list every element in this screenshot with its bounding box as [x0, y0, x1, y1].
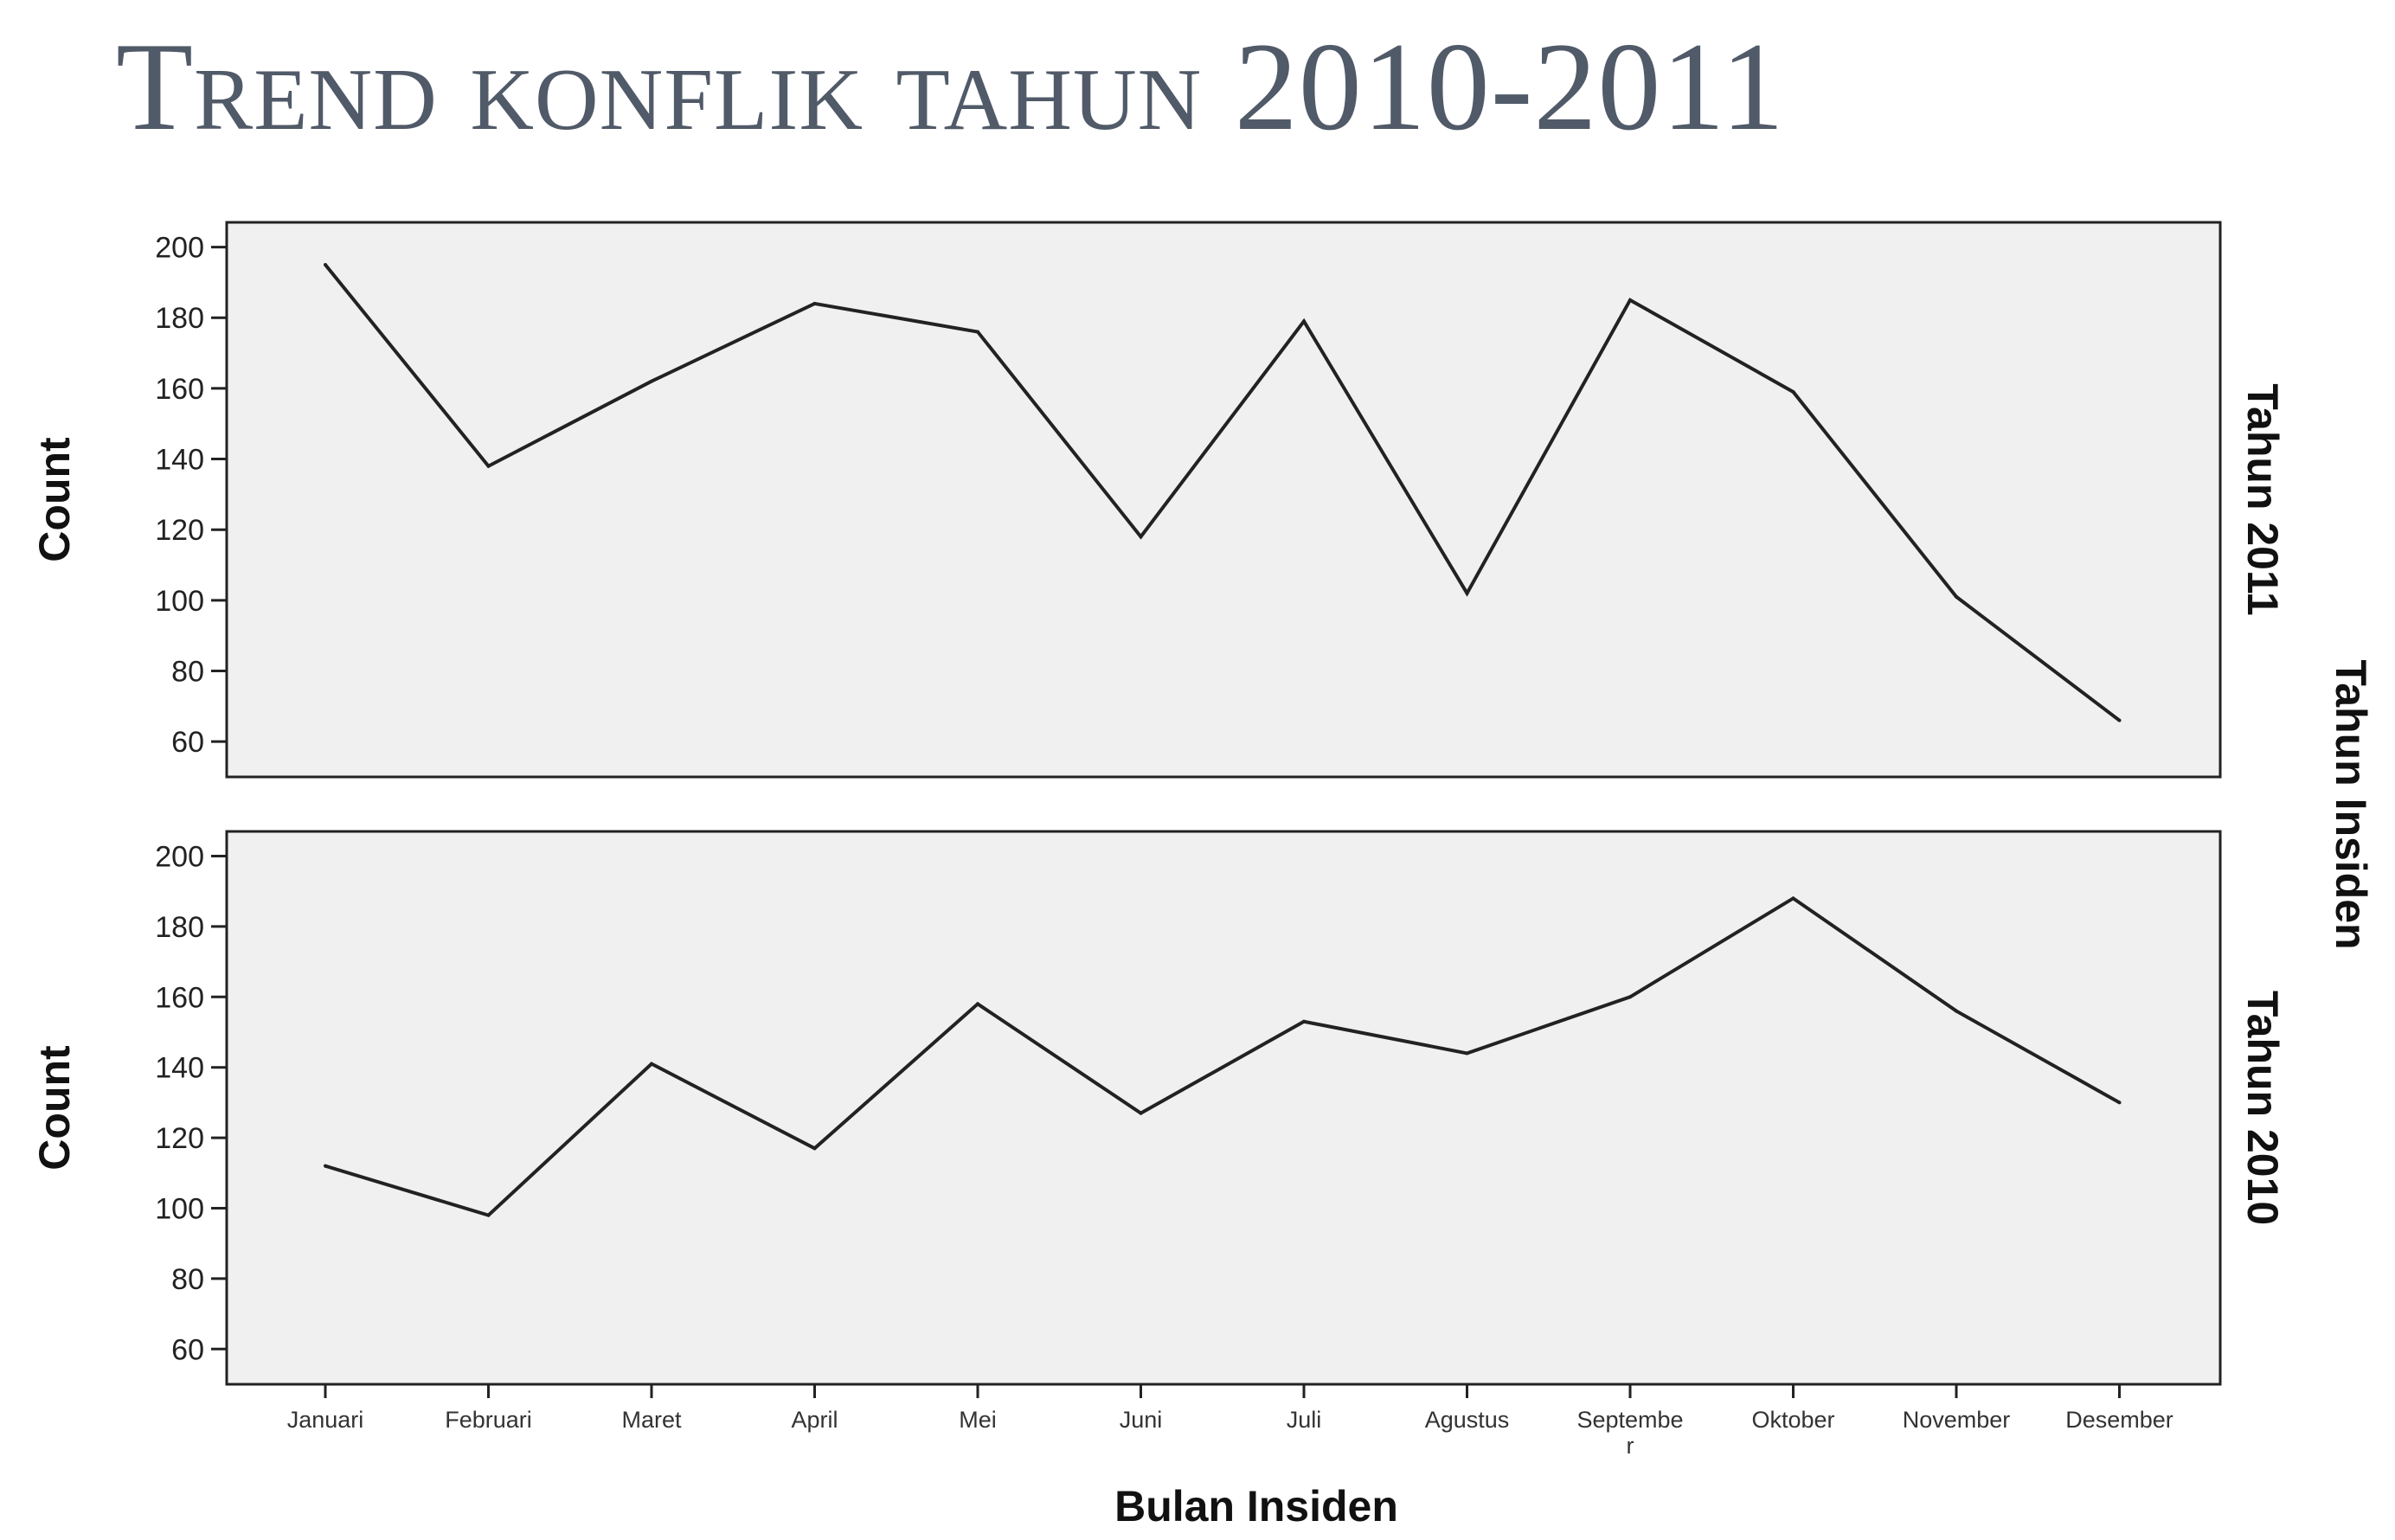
x-tick-label: Oktober — [1751, 1407, 1834, 1433]
data-point — [1955, 1009, 1958, 1013]
x-axis-title: Bulan Insiden — [1114, 1482, 1398, 1530]
chart-panels: 60 80 100 120 140 160 180 200 Count Tahun 2011 60 8… — [30, 221, 2287, 1459]
x-tick-label: Januari — [287, 1407, 364, 1433]
data-point — [976, 1002, 979, 1006]
facet-title: Tahun Insiden — [2327, 659, 2375, 949]
y-tick-label: 80 — [171, 1263, 204, 1296]
plot-area — [225, 830, 2222, 1386]
y-tick-label: 180 — [155, 302, 204, 335]
plot-area — [225, 221, 2222, 779]
data-point — [1139, 535, 1143, 539]
y-axis-title: Count — [30, 437, 79, 562]
y-tick-label: 120 — [155, 514, 204, 547]
y-tick-label: 160 — [155, 981, 204, 1014]
data-point — [2117, 1100, 2122, 1105]
y-tick-label: 100 — [155, 1192, 204, 1225]
x-tick-label: April — [791, 1407, 838, 1433]
y-tick-label: 200 — [155, 232, 204, 265]
data-point — [324, 1164, 327, 1168]
y-tick-label: 60 — [171, 1333, 204, 1366]
panel-label: Tahun 2011 — [2238, 383, 2287, 616]
data-point — [2117, 718, 2122, 722]
y-tick-label: 160 — [155, 373, 204, 406]
panel-label: Tahun 2010 — [2238, 991, 2287, 1225]
y-tick-label: 80 — [171, 656, 204, 689]
x-tick-label: Agustus — [1425, 1407, 1510, 1433]
x-tick-label: November — [1903, 1407, 2011, 1433]
x-tick-label: Mei — [959, 1407, 997, 1433]
x-tick-label: Februari — [445, 1407, 532, 1433]
data-point — [1628, 995, 1632, 999]
y-tick-label: 60 — [171, 726, 204, 759]
x-tick-label: Maret — [621, 1407, 682, 1433]
data-point — [1791, 896, 1795, 901]
slide-title: Trend konflik tahun 2010-2011 — [116, 16, 1785, 157]
series-line — [324, 263, 2121, 722]
y-tick-label: 120 — [155, 1122, 204, 1155]
x-tick-label: Juli — [1287, 1407, 1322, 1433]
data-point — [1302, 1019, 1306, 1023]
series-line — [324, 895, 2121, 1217]
data-point — [1628, 298, 1632, 302]
data-point — [976, 330, 979, 334]
data-point — [1139, 1111, 1143, 1115]
y-axis-title: Count — [30, 1045, 79, 1171]
y-tick-label: 180 — [155, 911, 204, 944]
y-tick-label: 100 — [155, 585, 204, 618]
y-tick-label: 200 — [155, 840, 204, 873]
data-point — [324, 262, 327, 266]
y-tick-label: 140 — [155, 1052, 204, 1085]
x-tick-label: Desember — [2065, 1407, 2173, 1433]
data-point — [1791, 389, 1795, 394]
data-point — [486, 1213, 491, 1217]
x-axis: Januari Februari Maret April Mei Juni Juli Agus… — [287, 1384, 2173, 1459]
data-point — [650, 379, 653, 383]
panel-2: 60 80 100 120 140 160 180 200 Count Tahun 2010 — [30, 830, 2287, 1386]
data-point — [486, 464, 491, 468]
data-point — [1955, 594, 1958, 599]
x-tick-label: Septembe r — [1576, 1407, 1683, 1459]
data-point — [1465, 591, 1469, 595]
data-point — [650, 1062, 653, 1066]
data-point — [1302, 319, 1306, 324]
panel-1: 60 80 100 120 140 160 180 200 Count Tahun 2011 — [30, 221, 2287, 779]
data-point — [1465, 1051, 1469, 1056]
x-tick-label: Juni — [1120, 1407, 1163, 1433]
data-point — [812, 301, 817, 305]
y-tick-label: 140 — [155, 444, 204, 477]
data-point — [812, 1146, 817, 1151]
